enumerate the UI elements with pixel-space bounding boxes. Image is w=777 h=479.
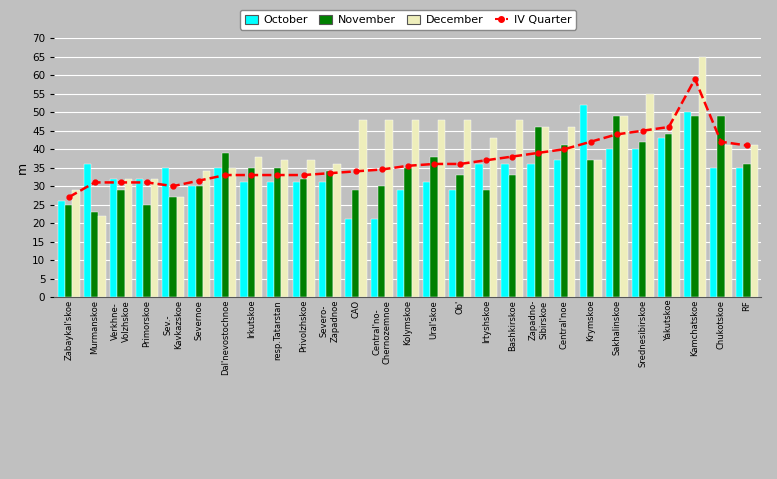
Bar [632, 149, 639, 297]
Bar [255, 157, 263, 297]
Bar [196, 186, 203, 297]
Bar [594, 160, 601, 297]
Bar [717, 116, 725, 297]
Bar [580, 105, 587, 297]
Bar [72, 190, 80, 297]
Bar [274, 168, 281, 297]
Bar [692, 116, 699, 297]
Bar [476, 164, 483, 297]
Bar [658, 138, 665, 297]
Bar [57, 201, 65, 297]
Bar [300, 179, 307, 297]
Bar [620, 116, 628, 297]
Bar [385, 120, 393, 297]
Bar [136, 179, 144, 297]
Bar [646, 94, 653, 297]
Bar [516, 120, 523, 297]
Bar [699, 57, 706, 297]
Bar [229, 168, 236, 297]
Bar [91, 212, 99, 297]
Bar [736, 168, 744, 297]
Bar [371, 219, 378, 297]
Bar [169, 197, 176, 297]
Bar [535, 127, 542, 297]
Bar [509, 175, 516, 297]
Bar [151, 179, 158, 297]
Bar [528, 164, 535, 297]
Bar [672, 112, 680, 297]
Bar [744, 164, 751, 297]
Bar [397, 190, 404, 297]
Bar [587, 160, 594, 297]
Bar [378, 186, 385, 297]
Bar [430, 157, 437, 297]
Bar [710, 168, 717, 297]
Bar [248, 168, 255, 297]
Bar [319, 182, 326, 297]
Bar [99, 216, 106, 297]
Bar [490, 138, 497, 297]
Bar [221, 153, 229, 297]
Bar [333, 164, 340, 297]
Bar [117, 190, 124, 297]
Bar [553, 160, 561, 297]
Bar [725, 146, 732, 297]
Bar [423, 182, 430, 297]
Bar [449, 190, 456, 297]
Bar [110, 179, 117, 297]
Bar [606, 149, 613, 297]
Bar [404, 168, 412, 297]
Bar [352, 190, 360, 297]
Bar [437, 120, 445, 297]
Bar [542, 127, 549, 297]
Bar [345, 219, 352, 297]
Bar [240, 182, 248, 297]
Bar [684, 112, 692, 297]
Bar [176, 197, 184, 297]
Legend: October, November, December, IV Quarter: October, November, December, IV Quarter [240, 10, 576, 30]
Bar [501, 164, 509, 297]
Bar [456, 175, 464, 297]
Bar [144, 205, 151, 297]
Bar [188, 186, 196, 297]
Y-axis label: m: m [16, 161, 30, 174]
Bar [568, 127, 576, 297]
Bar [84, 164, 91, 297]
Bar [307, 160, 315, 297]
Bar [281, 160, 288, 297]
Bar [203, 171, 210, 297]
Bar [65, 205, 72, 297]
Bar [412, 120, 419, 297]
Bar [561, 146, 568, 297]
Bar [751, 146, 758, 297]
Bar [124, 179, 132, 297]
Bar [360, 120, 367, 297]
Bar [613, 116, 620, 297]
Bar [293, 182, 300, 297]
Bar [483, 190, 490, 297]
Bar [267, 182, 274, 297]
Bar [326, 171, 333, 297]
Bar [464, 120, 471, 297]
Bar [665, 135, 672, 297]
Bar [214, 168, 221, 297]
Bar [639, 142, 646, 297]
Bar [162, 168, 169, 297]
